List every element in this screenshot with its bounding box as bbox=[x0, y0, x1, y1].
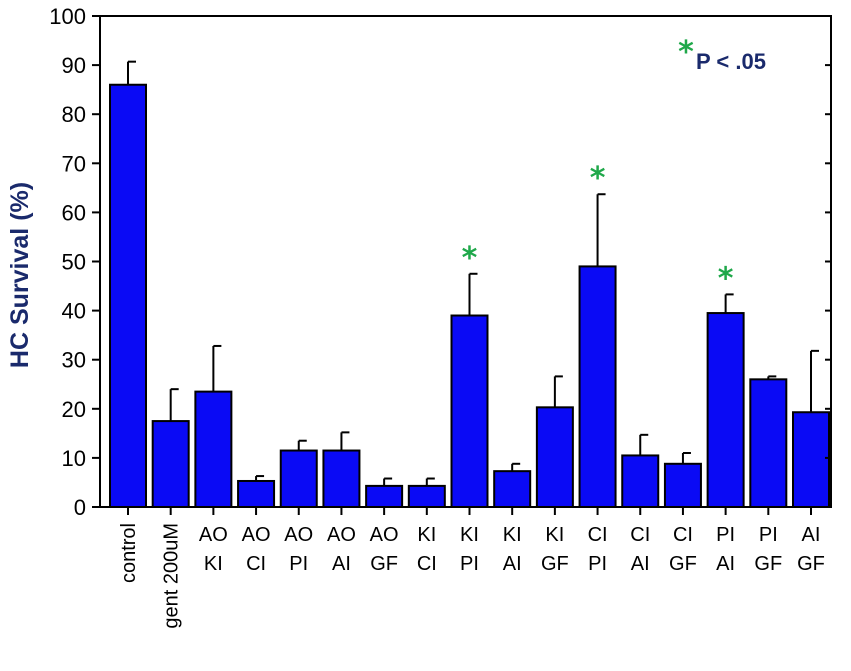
bar bbox=[792, 411, 830, 508]
x-tick-label: CI bbox=[673, 524, 693, 546]
x-tick-label: KI bbox=[417, 524, 436, 546]
legend-symbol: * bbox=[678, 35, 694, 70]
x-tick-label: GF bbox=[370, 553, 398, 575]
x-tick-label: AO bbox=[327, 524, 356, 546]
bar bbox=[365, 484, 404, 508]
x-tick-label: PI bbox=[289, 553, 308, 575]
x-tick-label: AO bbox=[370, 524, 399, 546]
y-tick-label: 30 bbox=[62, 348, 86, 373]
y-tick-label: 100 bbox=[49, 4, 86, 29]
x-tick-label: PI bbox=[716, 524, 735, 546]
bar bbox=[322, 449, 361, 509]
bar bbox=[279, 449, 318, 509]
bar bbox=[450, 314, 489, 509]
legend-text: P < .05 bbox=[696, 49, 766, 74]
x-tick-label: KI bbox=[503, 524, 522, 546]
y-tick-label: 20 bbox=[62, 397, 86, 422]
x-tick-label: gent 200uM bbox=[161, 523, 183, 629]
y-tick-label: 50 bbox=[62, 250, 86, 275]
significance-star: * bbox=[462, 241, 478, 276]
x-tick-label: AI bbox=[802, 524, 821, 546]
x-tick-label: PI bbox=[588, 553, 607, 575]
y-tick-label: 60 bbox=[62, 200, 86, 225]
y-axis: 0 10 20 30 40 50 60 70 80 90 100 bbox=[49, 4, 831, 520]
bar bbox=[578, 265, 617, 508]
bar bbox=[151, 420, 190, 509]
x-tick-label: GF bbox=[541, 553, 569, 575]
x-tick-label: GF bbox=[797, 553, 825, 575]
x-tick-label: AO bbox=[284, 524, 313, 546]
bar bbox=[663, 462, 702, 508]
bar bbox=[749, 378, 788, 508]
plot-area: * * * bbox=[99, 15, 832, 509]
x-tick-label: AI bbox=[631, 553, 650, 575]
x-tick-label: KI bbox=[204, 553, 223, 575]
x-tick-label: PI bbox=[759, 524, 778, 546]
bar bbox=[493, 470, 532, 509]
x-tick-label: KI bbox=[545, 524, 564, 546]
x-tick-label: AO bbox=[242, 524, 271, 546]
x-tick-label: KI bbox=[460, 524, 479, 546]
y-axis-label: HC Survival (%) bbox=[6, 182, 34, 368]
y-tick-label: 10 bbox=[62, 446, 86, 471]
x-tick-label: AI bbox=[332, 553, 351, 575]
bar bbox=[194, 390, 233, 508]
x-tick-label: AO bbox=[199, 524, 228, 546]
x-tick-label: PI bbox=[460, 553, 479, 575]
legend: * P < .05 bbox=[678, 35, 766, 74]
y-tick-label: 40 bbox=[62, 299, 86, 324]
bar bbox=[706, 312, 745, 508]
bar bbox=[535, 406, 574, 508]
bar bbox=[237, 479, 276, 508]
y-tick-label: 70 bbox=[62, 151, 86, 176]
significance-star: * bbox=[590, 161, 606, 196]
x-tick-label: CI bbox=[417, 553, 437, 575]
x-tick-label: GF bbox=[754, 553, 782, 575]
x-tick-label: control bbox=[118, 523, 140, 583]
x-tick-label: GF bbox=[669, 553, 697, 575]
x-tick-label: CI bbox=[588, 524, 608, 546]
bar bbox=[109, 83, 147, 509]
y-tick-label: 0 bbox=[74, 495, 86, 520]
y-tick-label: 80 bbox=[62, 102, 86, 127]
x-tick-label: AI bbox=[716, 553, 735, 575]
significance-star: * bbox=[718, 261, 734, 296]
bar bbox=[407, 484, 446, 508]
x-axis: control gent 200uM AO KI AO CI AO PI AO AI AO GF KI C… bbox=[118, 507, 825, 629]
bar bbox=[621, 454, 660, 509]
x-tick-label: CI bbox=[246, 553, 266, 575]
x-tick-label: AI bbox=[503, 553, 522, 575]
y-tick-label: 90 bbox=[62, 53, 86, 78]
x-tick-label: CI bbox=[630, 524, 650, 546]
